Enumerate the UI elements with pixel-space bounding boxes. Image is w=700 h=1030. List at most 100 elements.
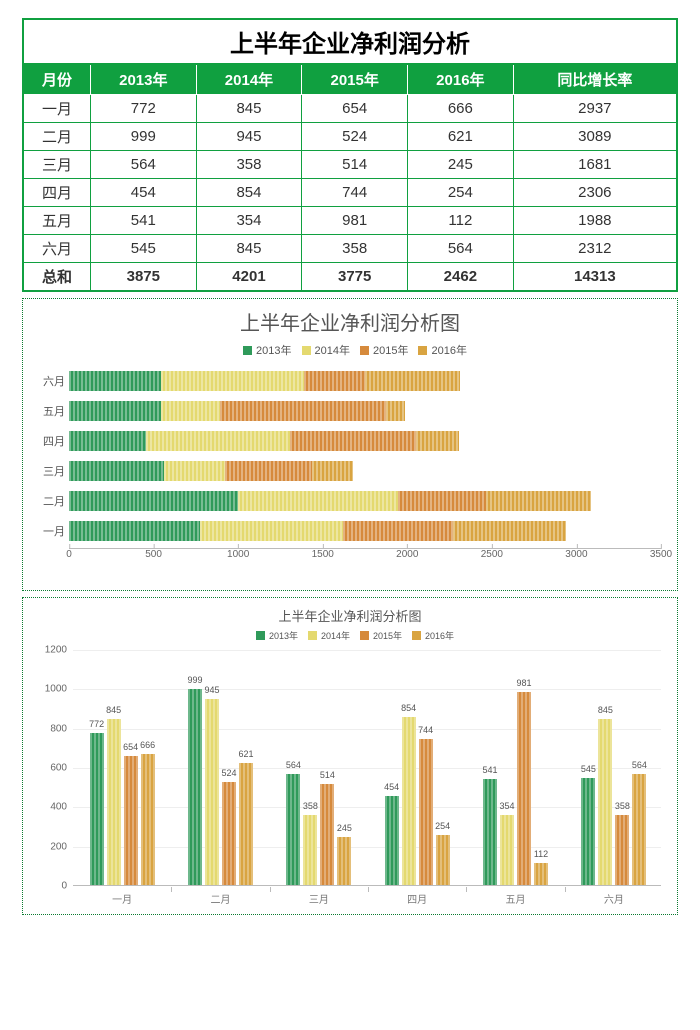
hbar-segment [290,431,416,451]
hbar-ylabel: 四月 [33,433,65,449]
vbar-value-label: 545 [581,764,596,774]
vbar-group: 772845654666 [90,719,155,885]
legend-label: 2015年 [373,631,402,641]
hbar-segment [238,491,398,511]
table-cell: 514 [302,151,408,179]
vbar-gridline [73,689,661,690]
vbar-value-label: 981 [516,678,531,688]
table-header-cell: 2013年 [90,64,196,95]
vbar-bar: 621 [239,763,253,885]
legend-swatch [412,631,421,640]
table-cell: 2937 [513,95,677,123]
vbar-xlabel: 六月 [584,891,644,906]
vbar-xlabel: 一月 [92,891,152,906]
legend-swatch [302,346,311,355]
hbar-row: 五月 [69,396,661,426]
table-cell: 2462 [408,263,514,292]
vbar-group: 564358514245 [286,774,351,885]
vbar-gridline [73,729,661,730]
legend-swatch [360,346,369,355]
table-cell: 999 [90,123,196,151]
table-cell: 三月 [23,151,90,179]
table-cell: 一月 [23,95,90,123]
vbar-value-label: 621 [238,749,253,759]
legend-swatch [360,631,369,640]
vbar-value-label: 354 [499,801,514,811]
hbar-track [69,431,661,451]
hbar-segment [69,491,238,511]
vbar-bar: 354 [500,815,514,885]
vbar-bar: 854 [402,717,416,885]
table-cell: 358 [196,151,302,179]
table-row: 六月5458453585642312 [23,235,677,263]
table-cell: 772 [90,95,196,123]
vbar-group: 999945524621 [188,689,253,885]
vbar-bar: 541 [483,779,497,885]
vbar-xsep [466,887,467,892]
vbar-bar: 666 [141,754,155,885]
vbar-plot-area: 0200400600800100012007728456546669999455… [73,650,661,910]
table-cell: 4201 [196,263,302,292]
table-cell: 六月 [23,235,90,263]
legend-label: 2014年 [321,631,350,641]
hbar-track [69,461,661,481]
hbar-xtick: 2500 [481,549,503,560]
vbar-xsep [565,887,566,892]
hbar-xtick: 1000 [227,549,249,560]
vbar-bar: 112 [534,863,548,885]
table-cell: 五月 [23,207,90,235]
vbar-ylabel: 0 [33,881,67,892]
vbar-chart-title: 上半年企业净利润分析图 [29,606,671,625]
table-cell: 845 [196,235,302,263]
hbar-ylabel: 五月 [33,403,65,419]
vbar-ylabel: 800 [33,723,67,734]
vbar-ylabel: 200 [33,841,67,852]
table-total-row: 总和387542013775246214313 [23,263,677,292]
hbar-chart-title: 上半年企业净利润分析图 [29,307,671,336]
vbar-ylabel: 400 [33,802,67,813]
table-cell: 621 [408,123,514,151]
hbar-xaxis: 0500100015002000250030003500 [69,548,661,572]
hbar-xtick: 3000 [565,549,587,560]
vbar-bar: 514 [320,784,334,885]
hbar-segment [386,401,405,421]
hbar-segment [161,371,304,391]
hbar-xtick: 3500 [650,549,672,560]
table-row: 二月9999455246213089 [23,123,677,151]
vbar-value-label: 854 [401,703,416,713]
table-cell: 3089 [513,123,677,151]
vbar-value-label: 845 [106,705,121,715]
vbar-bar: 564 [632,774,646,885]
vbar-value-label: 564 [632,760,647,770]
vbar-value-label: 845 [598,705,613,715]
table-row: 三月5643585142451681 [23,151,677,179]
vbar-value-label: 254 [435,821,450,831]
vbar-value-label: 524 [221,768,236,778]
table-cell: 744 [302,179,408,207]
table-row: 一月7728456546662937 [23,95,677,123]
hbar-track [69,521,661,541]
hbar-segment [225,461,312,481]
hbar-segment [69,461,164,481]
legend-swatch [256,631,265,640]
vbar-bar: 254 [436,835,450,885]
vbar-value-label: 945 [204,685,219,695]
vbar-value-label: 112 [534,849,548,859]
table-cell: 四月 [23,179,90,207]
vbar-value-label: 999 [187,675,202,685]
vbar-value-label: 454 [384,782,399,792]
vbar-xsep [270,887,271,892]
legend-label: 2013年 [269,631,298,641]
hbar-segment [398,491,487,511]
vbar-xsep [171,887,172,892]
vbar-bar: 454 [385,796,399,885]
table-header-cell: 2016年 [408,64,514,95]
table-row: 四月4548547442542306 [23,179,677,207]
legend-label: 2015年 [373,345,408,357]
vbar-bar: 744 [419,739,433,885]
vbar-gridline [73,847,661,848]
hbar-segment [164,461,225,481]
legend-label: 2016年 [431,345,466,357]
profit-table: 月份2013年2014年2015年2016年同比增长率 一月7728456546… [22,63,678,292]
hbar-track [69,401,661,421]
